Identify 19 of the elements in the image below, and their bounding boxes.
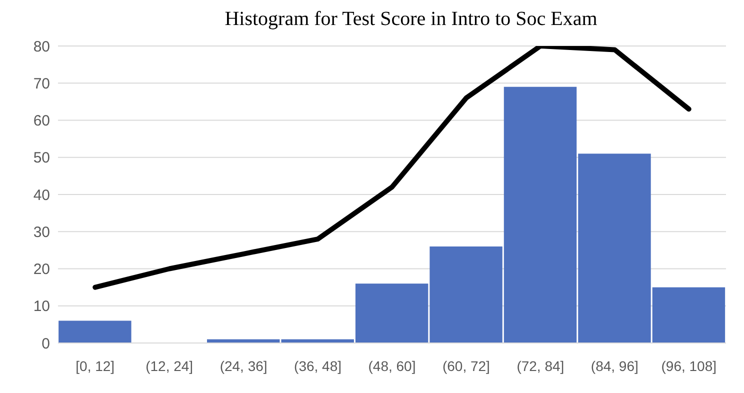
y-tick-label: 60	[33, 112, 50, 130]
y-tick-label: 20	[33, 261, 50, 278]
x-tick-label: (24, 36]	[220, 358, 268, 374]
chart-title: Histogram for Test Score in Intro to Soc Exam	[224, 8, 598, 32]
x-tick-label: (12, 24]	[146, 358, 194, 374]
y-tick-label: 10	[33, 298, 50, 316]
y-tick-label: 70	[33, 75, 50, 92]
x-tick-label: (72, 84]	[516, 358, 564, 374]
x-tick-label: (36, 48]	[294, 358, 342, 374]
x-tick-label: (96, 108]	[661, 358, 717, 374]
x-tick-label: (48, 60]	[368, 358, 416, 374]
y-tick-label: 80	[33, 38, 50, 56]
x-tick-label: (60, 72]	[442, 358, 490, 374]
y-tick-label: 50	[33, 150, 50, 167]
y-tick-label: 0	[42, 335, 50, 352]
y-tick-label: 30	[33, 224, 50, 241]
x-tick-label: [0, 12]	[76, 358, 115, 374]
y-tick-label: 40	[33, 186, 50, 204]
x-tick-label: (84, 96]	[590, 358, 638, 374]
